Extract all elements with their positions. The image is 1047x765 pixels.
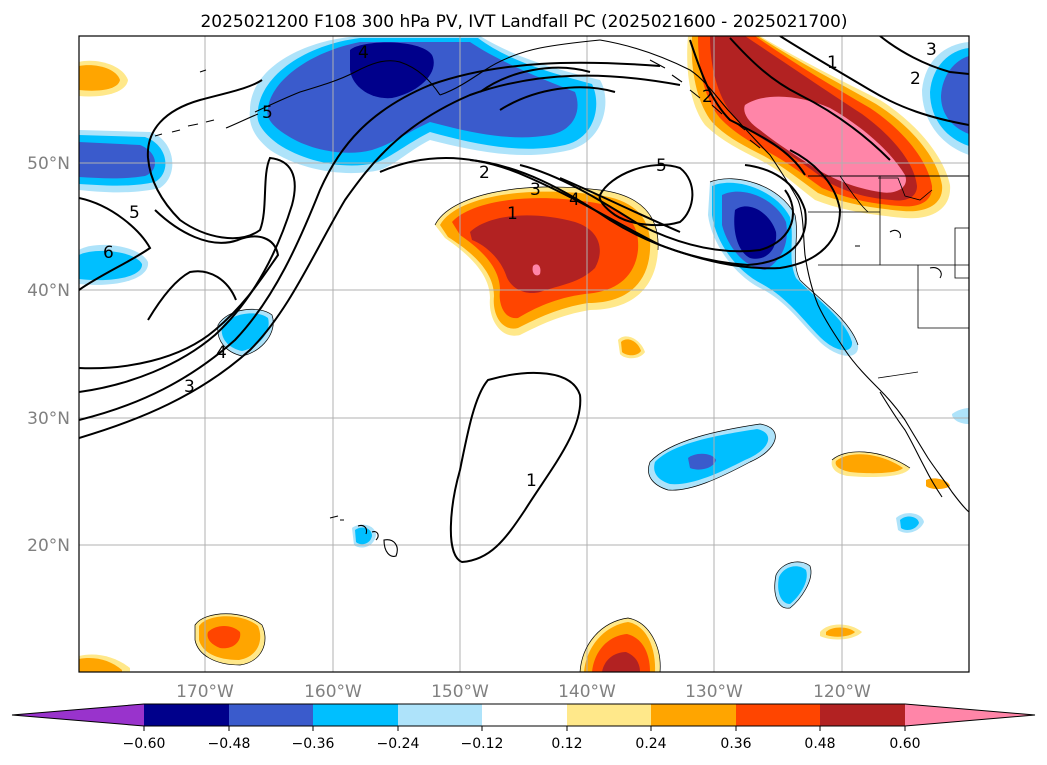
gridlines — [79, 36, 969, 672]
lat-label-40n: 40°N — [27, 281, 70, 301]
colorbar: −0.60 −0.48 −0.36 −0.24 −0.12 0.12 0.24 … — [11, 703, 1036, 752]
colorbar-segment — [567, 704, 651, 726]
contour-label: 2 — [479, 163, 490, 183]
colorbar-tick: 0.48 — [804, 736, 835, 752]
colorbar-segment — [651, 704, 736, 726]
contour-label: 4 — [358, 43, 369, 63]
contour-label: 1 — [507, 204, 518, 224]
colorbar-segment — [398, 704, 482, 726]
colorbar-tick: 0.36 — [720, 736, 751, 752]
lon-label-160w: 160°W — [304, 682, 362, 702]
contour-label: 1 — [827, 53, 838, 73]
colorbar-tick: 0.60 — [889, 736, 920, 752]
coastlines — [154, 39, 969, 557]
contour-label: 5 — [656, 156, 667, 176]
contour-label: 4 — [216, 343, 227, 363]
colorbar-extend-low — [12, 704, 144, 726]
lat-label-20n: 20°N — [27, 536, 70, 556]
contour-label: 5 — [262, 103, 273, 123]
longitude-labels: 170°W 160°W 150°W 140°W 130°W 120°W — [176, 682, 871, 702]
lon-label-170w: 170°W — [176, 682, 234, 702]
lat-label-30n: 30°N — [27, 409, 70, 429]
map-frame — [78, 35, 970, 673]
positive-anomaly-fields — [79, 36, 951, 672]
colorbar-segment — [820, 704, 905, 726]
colorbar-segment — [313, 704, 398, 726]
contour-label: 3 — [530, 180, 541, 200]
colorbar-segment — [229, 704, 313, 726]
contour-label: 2 — [910, 69, 921, 89]
colorbar-tick: −0.12 — [461, 736, 504, 752]
colorbar-tick: 0.24 — [635, 736, 666, 752]
pv-contours — [79, 36, 969, 564]
lon-label-150w: 150°W — [431, 682, 489, 702]
contour-label: 3 — [184, 377, 195, 397]
colorbar-tick: 0.12 — [551, 736, 582, 752]
colorbar-tick: −0.36 — [292, 736, 335, 752]
colorbar-tick: −0.24 — [377, 736, 420, 752]
contour-label: 5 — [129, 203, 140, 223]
colorbar-tick: −0.48 — [208, 736, 251, 752]
colorbar-segment — [482, 704, 567, 726]
colorbar-tick: −0.60 — [123, 736, 166, 752]
colorbar-segment — [144, 704, 229, 726]
map-title: 2025021200 F108 300 hPa PV, IVT Landfall… — [200, 12, 847, 32]
contour-labels: 5 6 4 3 1 2 3 1 4 5 1 2 3 2 4 5 — [103, 40, 937, 491]
contour-label: 4 — [569, 190, 580, 210]
latitude-labels: 50°N 40°N 30°N 20°N — [27, 154, 70, 556]
colorbar-segment — [736, 704, 820, 726]
lon-label-140w: 140°W — [558, 682, 616, 702]
contour-label: 6 — [103, 243, 114, 263]
lon-label-120w: 120°W — [813, 682, 871, 702]
colorbar-extend-high — [905, 704, 1035, 726]
contour-label: 1 — [526, 471, 537, 491]
contour-label: 3 — [926, 40, 937, 60]
contour-label: 2 — [702, 87, 713, 107]
lat-label-50n: 50°N — [27, 154, 70, 174]
lon-label-130w: 130°W — [685, 682, 743, 702]
